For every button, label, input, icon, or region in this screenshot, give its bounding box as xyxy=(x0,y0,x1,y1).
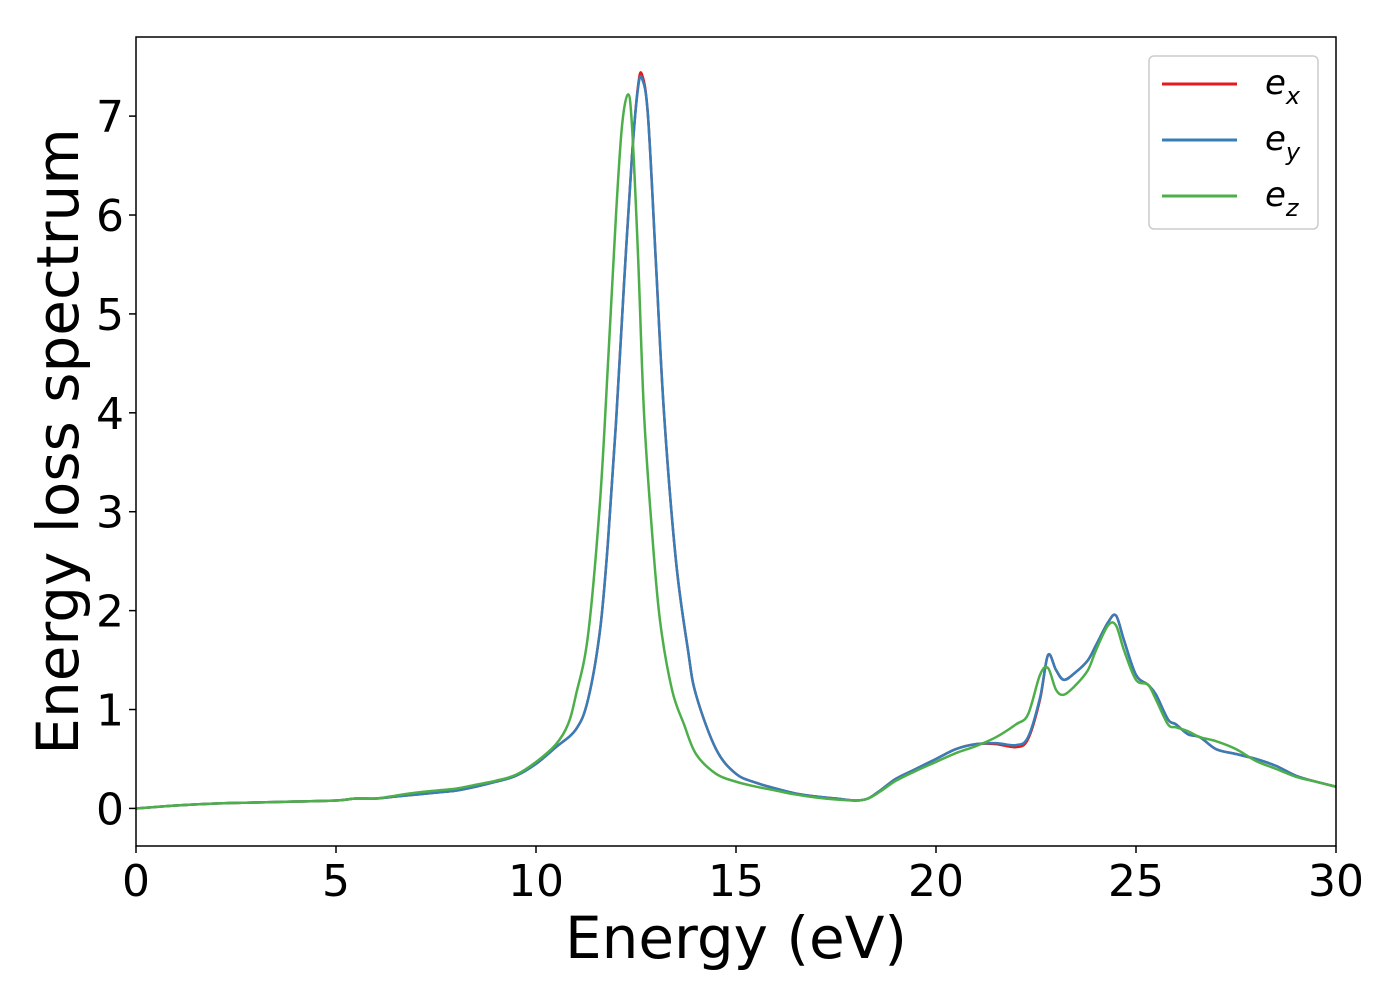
series-layer xyxy=(136,71,1336,810)
x-tick-label: 30 xyxy=(1308,856,1364,907)
series-line-e-z xyxy=(136,93,1336,810)
y-axis-label: Energy loss spectrum xyxy=(24,128,92,754)
legend: ex ey ez xyxy=(1148,55,1319,230)
x-tick-label: 0 xyxy=(122,856,150,907)
y-tick-label: 2 xyxy=(96,587,124,638)
y-tick-label: 5 xyxy=(96,290,124,341)
x-tick-label: 25 xyxy=(1108,856,1164,907)
legend-label-e-z: ez xyxy=(1265,175,1300,222)
y-tick-label: 1 xyxy=(96,686,124,737)
x-axis-ticks: 0 5 10 15 20 25 30 xyxy=(122,846,1364,907)
x-tick-label: 15 xyxy=(708,856,764,907)
y-tick-label: 4 xyxy=(96,389,124,440)
x-tick-label: 10 xyxy=(508,856,564,907)
y-tick-label: 6 xyxy=(96,191,124,242)
legend-box xyxy=(1148,55,1319,230)
y-axis-ticks: 0 1 2 3 4 5 6 7 xyxy=(96,92,136,835)
x-axis-label: Energy (eV) xyxy=(565,904,907,972)
y-tick-label: 3 xyxy=(96,488,124,539)
x-tick-label: 5 xyxy=(322,856,350,907)
y-tick-label: 0 xyxy=(96,784,124,835)
legend-label-e-y: ey xyxy=(1265,119,1301,166)
legend-label-e-x: ex xyxy=(1265,63,1301,110)
x-tick-label: 20 xyxy=(908,856,964,907)
y-tick-label: 7 xyxy=(96,92,124,143)
